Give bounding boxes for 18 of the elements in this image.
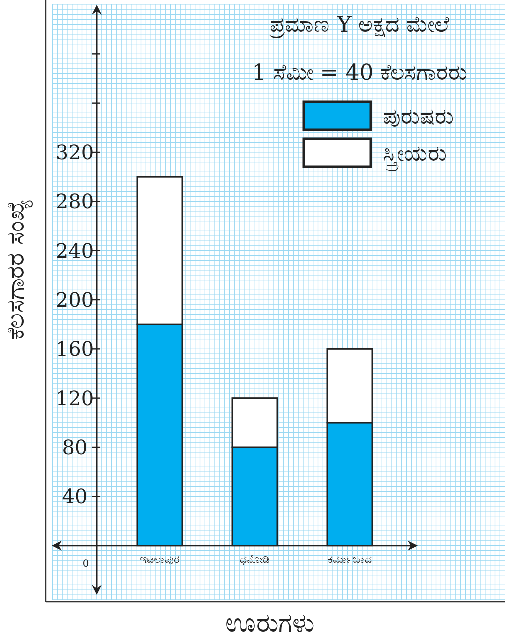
- y-axis-title: ಕೆಲಸಗಾರರ ಸಂಖ್ಯೆ: [2, 200, 33, 340]
- y-tick-label: 240: [56, 238, 94, 263]
- y-tick-label: 80: [62, 436, 88, 460]
- annotation: 0: [82, 558, 90, 570]
- y-tick-label: 280: [56, 190, 94, 214]
- legend-label: ಸ್ತ್ರೀಯರು: [383, 142, 447, 172]
- y-tick-label: 160: [56, 337, 94, 362]
- x-tick-label: ಇಟಲಾಪುರ: [140, 552, 180, 566]
- y-tick-label: 200: [56, 288, 94, 312]
- y-tick-label: 320: [56, 140, 94, 164]
- annotation: ಪ್ರಮಾಣ Y ಅಕ್ಷದ ಮೇಲೆ: [269, 13, 450, 38]
- y-tick-label: 120: [56, 386, 94, 410]
- x-tick-label: ಧನೋಡಿ: [240, 552, 270, 566]
- x-axis-title: ಊರುಗಳು: [226, 609, 314, 639]
- x-tick-label: ಕರ್ಮಾಬಾದ: [328, 552, 372, 566]
- y-tick-label: 40: [62, 484, 88, 509]
- legend-label: ಪುರುಷರು: [383, 105, 454, 130]
- annotation: 1 ಸೆಮೀ = 40 ಕೆಲಸಗಾರರು: [252, 61, 468, 86]
